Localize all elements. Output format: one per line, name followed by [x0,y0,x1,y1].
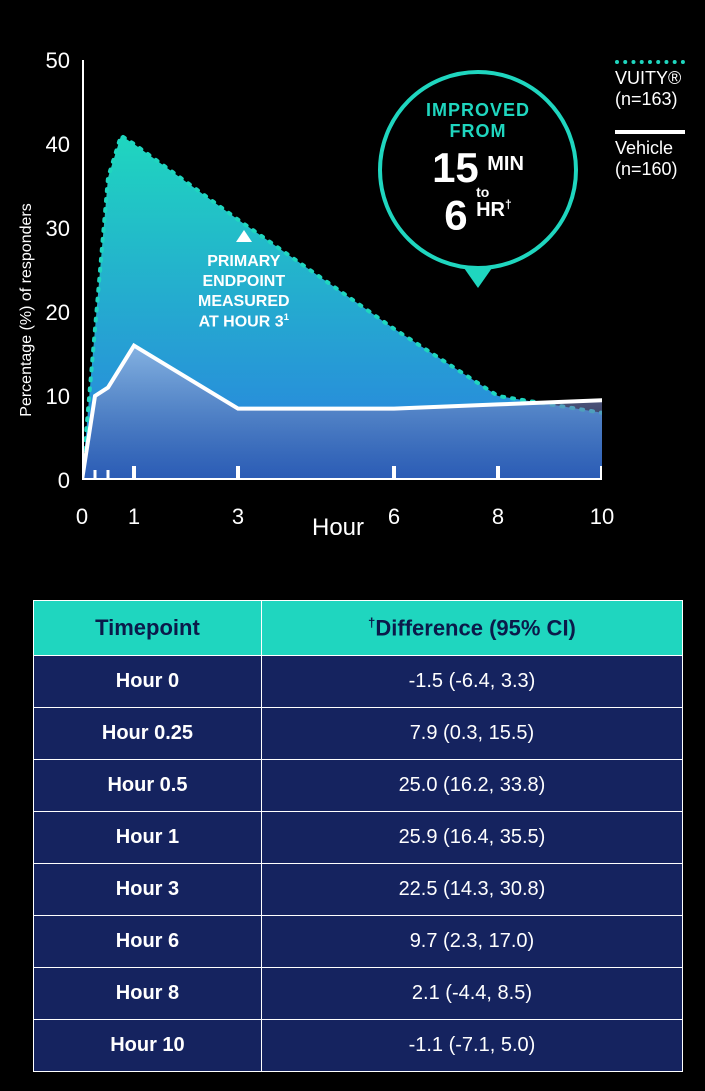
chart-region: Percentage (%) of responders 01020304050… [28,60,608,540]
table-row: Hour 10-1.1 (-7.1, 5.0) [34,1020,683,1072]
chart-legend: VUITY® (n=163) Vehicle (n=160) [615,60,685,180]
table-row: Hour 0-1.5 (-6.4, 3.3) [34,656,683,708]
annotation-line: AT HOUR 3 [199,313,284,330]
badge-text: FROM [449,121,506,141]
annotation-line: MEASURED [198,293,290,310]
legend-sublabel: (n=160) [615,159,678,179]
y-axis-label: Percentage (%) of responders [18,203,36,416]
table-row: Hour 0.257.9 (0.3, 15.5) [34,708,683,760]
cell-difference: -1.1 (-7.1, 5.0) [261,1020,682,1072]
cell-difference: 25.9 (16.4, 35.5) [261,812,682,864]
badge-pointer-icon [464,268,492,288]
table-header-timepoint: Timepoint [34,601,262,656]
y-tick-label: 0 [36,468,70,494]
table-row: Hour 125.9 (16.4, 35.5) [34,812,683,864]
cell-difference: 9.7 (2.3, 17.0) [261,916,682,968]
table-row: Hour 69.7 (2.3, 17.0) [34,916,683,968]
table-header-difference: †Difference (95% CI) [261,601,682,656]
x-tick-label: 6 [388,504,400,530]
cell-timepoint: Hour 0.5 [34,760,262,812]
y-tick-label: 10 [36,384,70,410]
y-tick-label: 20 [36,300,70,326]
table: Timepoint †Difference (95% CI) Hour 0-1.… [33,600,683,1072]
table-row: Hour 322.5 (14.3, 30.8) [34,864,683,916]
y-tick-label: 40 [36,132,70,158]
improved-badge: IMPROVED FROM 15 MIN 6 to HR† [378,70,578,270]
difference-table: Timepoint †Difference (95% CI) Hour 0-1.… [33,600,683,1072]
cell-timepoint: Hour 0 [34,656,262,708]
badge-unit: MIN [487,153,524,175]
annotation-sup: 1 [284,312,289,323]
table-row: Hour 82.1 (-4.4, 8.5) [34,968,683,1020]
x-tick-label: 10 [590,504,614,530]
legend-swatch-dotted [615,60,685,64]
annotation-line: PRIMARY [207,253,280,270]
y-tick-label: 30 [36,216,70,242]
cell-difference: 25.0 (16.2, 33.8) [261,760,682,812]
cell-difference: 22.5 (14.3, 30.8) [261,864,682,916]
table-row: Hour 0.525.0 (16.2, 33.8) [34,760,683,812]
cell-timepoint: Hour 10 [34,1020,262,1072]
annotation-line: ENDPOINT [202,273,285,290]
badge-text: IMPROVED [426,100,530,120]
cell-difference: 7.9 (0.3, 15.5) [261,708,682,760]
x-tick-label: 0 [76,504,88,530]
cell-timepoint: Hour 0.25 [34,708,262,760]
cell-timepoint: Hour 8 [34,968,262,1020]
triangle-up-icon [236,230,252,242]
badge-unit: HR [476,199,505,221]
x-tick-label: 8 [492,504,504,530]
legend-sublabel: (n=163) [615,89,678,109]
legend-label: VUITY® [615,68,681,88]
cell-difference: -1.5 (-6.4, 3.3) [261,656,682,708]
header-text: Difference (95% CI) [375,615,576,640]
x-tick-label: 1 [128,504,140,530]
cell-difference: 2.1 (-4.4, 8.5) [261,968,682,1020]
badge-big-number: 15 [432,144,479,191]
legend-swatch-solid [615,130,685,134]
legend-label: Vehicle [615,138,673,158]
cell-timepoint: Hour 6 [34,916,262,968]
badge-big-number: 6 [444,192,467,239]
y-tick-label: 50 [36,48,70,74]
cell-timepoint: Hour 1 [34,812,262,864]
primary-endpoint-annotation: PRIMARY ENDPOINT MEASURED AT HOUR 31 [198,230,290,332]
cell-timepoint: Hour 3 [34,864,262,916]
x-tick-label: 3 [232,504,244,530]
x-axis-label: Hour [312,514,364,542]
badge-dagger: † [505,197,512,211]
